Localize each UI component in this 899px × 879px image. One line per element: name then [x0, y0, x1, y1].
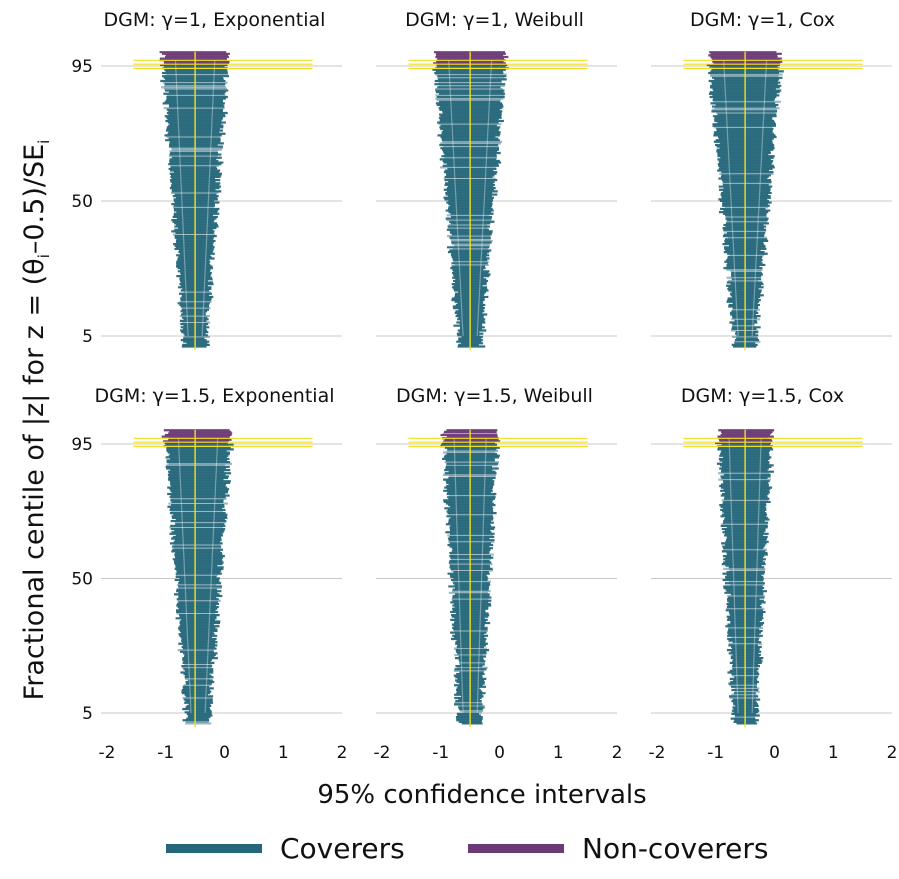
- panel-title: DGM: γ=1, Weibull: [405, 9, 584, 31]
- x-tick-label: -1: [157, 743, 174, 763]
- interval-edge-curve: [751, 59, 768, 337]
- legend-label-noncoverers: Non-coverers: [582, 832, 769, 865]
- interval-edge-curve: [751, 437, 762, 714]
- x-tick-label: 1: [553, 743, 564, 763]
- x-tick-label: 0: [219, 743, 230, 763]
- legend-swatch-noncoverers: [468, 844, 564, 853]
- y-tick-label: 5: [82, 704, 93, 724]
- interval-edge-curve: [476, 59, 493, 337]
- interval-edge-curve: [723, 59, 739, 337]
- x-tick-label: 2: [887, 743, 898, 763]
- x-tick-label: -2: [649, 743, 666, 763]
- panel-title: DGM: γ=1.5, Weibull: [396, 385, 593, 407]
- interval-edge-curve: [201, 59, 216, 337]
- interval-edge-curve: [177, 437, 192, 714]
- interval-edge-curve: [174, 59, 189, 337]
- x-tick-label: 0: [494, 743, 505, 763]
- x-tick-label: -1: [432, 743, 449, 763]
- legend-swatch-coverers: [166, 844, 262, 853]
- x-tick-label: -1: [707, 743, 724, 763]
- x-tick-label: 1: [828, 743, 839, 763]
- y-tick-label: 50: [71, 570, 93, 590]
- y-axis-label: Fractional centile of |z| for z = (θi–0.…: [18, 139, 54, 701]
- x-tick-label: 1: [278, 743, 289, 763]
- panel-1: DGM: γ=1, Exponential 95 50 5: [71, 9, 342, 350]
- y-tick-label: 95: [71, 435, 93, 455]
- legend-item-coverers: Coverers: [166, 832, 405, 865]
- x-tick-label: 0: [769, 743, 780, 763]
- legend-label-coverers: Coverers: [280, 832, 405, 865]
- panel-title: DGM: γ=1, Exponential: [104, 9, 326, 31]
- x-tick-label: 2: [612, 743, 623, 763]
- x-tick-label: 2: [337, 743, 348, 763]
- interval-edge-curve: [476, 437, 487, 714]
- panel-4: DGM: γ=1.5, Exponential 95 50 5 -2 -1 0 1 2: [71, 385, 347, 763]
- panel-title: DGM: γ=1.5, Cox: [681, 385, 844, 407]
- panel-2: DGM: γ=1, Weibull: [376, 9, 617, 350]
- y-tick-label: 5: [82, 327, 93, 347]
- x-tick-label: -2: [374, 743, 391, 763]
- panel-3: DGM: γ=1, Cox: [651, 9, 892, 350]
- panel-6: DGM: γ=1.5, Cox -2 -1 0 1 2: [649, 385, 898, 763]
- interval-edge-curve: [448, 59, 464, 337]
- x-axis-label: 95% confidence intervals: [317, 780, 647, 810]
- y-tick-label: 95: [71, 57, 93, 77]
- panel-title: DGM: γ=1.5, Exponential: [94, 385, 334, 407]
- interval-edge-curve: [728, 437, 739, 714]
- legend-item-noncoverers: Non-coverers: [468, 832, 768, 865]
- x-tick-label: -2: [99, 743, 116, 763]
- panel-title: DGM: γ=1, Cox: [690, 9, 835, 31]
- interval-edge-curve: [453, 437, 464, 714]
- y-tick-label: 50: [71, 192, 93, 212]
- legend: Coverers Non-coverers: [0, 832, 899, 872]
- interval-edge-curve: [204, 437, 219, 714]
- panel-5: DGM: γ=1.5, Weibull -2 -1 0 1 2: [374, 385, 623, 763]
